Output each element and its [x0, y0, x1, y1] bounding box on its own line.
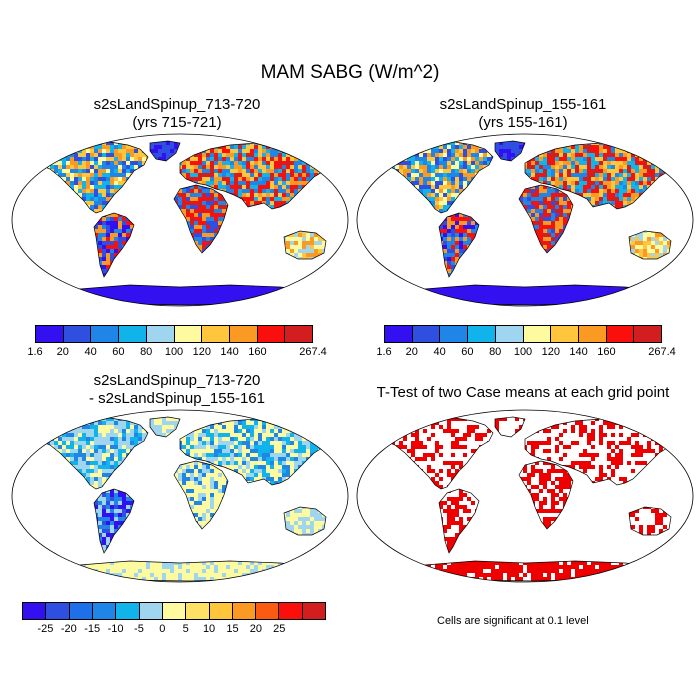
colorbar-swatch — [70, 603, 93, 619]
colorbar-swatch — [140, 603, 163, 619]
map-case1 — [10, 133, 350, 307]
colorbar-swatch — [258, 326, 286, 342]
colorbar-swatch — [147, 326, 175, 342]
colorbar-tick-label: 160 — [248, 346, 266, 358]
colorbar-diff: -25 -20 -15 -10 -5 0 5 10 15 20 25 — [22, 602, 326, 642]
colorbar-swatch — [186, 603, 209, 619]
panel-title-case1: s2sLandSpinup_713-720 (yrs 715-721) — [22, 96, 332, 132]
colorbar-swatch — [524, 326, 552, 342]
colorbar-swatch — [93, 603, 116, 619]
colorbar-tick-label: 267.4 — [648, 346, 676, 358]
map-ttest — [355, 409, 695, 583]
colorbar-tick-label: -10 — [108, 623, 124, 635]
colorbar-tick-label: 140 — [569, 346, 587, 358]
colorbar-tick-label: 160 — [597, 346, 615, 358]
colorbar-tick-label: 100 — [165, 346, 183, 358]
colorbar-swatch — [285, 326, 312, 342]
colorbar-swatch — [119, 326, 147, 342]
ttest-note: Cells are significant at 0.1 level — [437, 615, 589, 627]
figure-title: MAM SABG (W/m^2) — [0, 62, 700, 84]
colorbar-swatch — [202, 326, 230, 342]
colorbar-swatches — [22, 602, 326, 620]
colorbar-swatch — [175, 326, 203, 342]
colorbar-swatch — [303, 603, 325, 619]
colorbar-swatch — [496, 326, 524, 342]
colorbar-tick-label: 5 — [183, 623, 189, 635]
colorbar-tick-label: -20 — [61, 623, 77, 635]
colorbar-swatch — [634, 326, 661, 342]
colorbar-swatches — [35, 325, 313, 343]
panel-title-case1-line1: s2sLandSpinup_713-720 — [22, 96, 332, 114]
colorbar-tick-label: 0 — [159, 623, 165, 635]
colorbar-tick-label: 80 — [140, 346, 152, 358]
panel-title-diff: s2sLandSpinup_713-720 - s2sLandSpinup_15… — [22, 372, 332, 408]
colorbar-swatch — [210, 603, 233, 619]
colorbar-case1: 1.6 20 40 60 80 100 120 140 160 267.4 — [35, 325, 313, 365]
colorbar-swatch — [579, 326, 607, 342]
colorbar-swatch — [468, 326, 496, 342]
colorbar-tick-label: 40 — [84, 346, 96, 358]
colorbar-tick-label: 120 — [542, 346, 560, 358]
colorbar-case2: 1.6 20 40 60 80 100 120 140 160 267.4 — [384, 325, 662, 365]
colorbar-tick-label: 80 — [489, 346, 501, 358]
colorbar-swatch — [233, 603, 256, 619]
colorbar-tick-label: 120 — [193, 346, 211, 358]
colorbar-swatch — [413, 326, 441, 342]
colorbar-swatch — [230, 326, 258, 342]
colorbar-swatch — [64, 326, 92, 342]
panel-title-case2-line2: (yrs 155-161) — [368, 114, 678, 132]
panel-title-diff-line1: s2sLandSpinup_713-720 — [22, 372, 332, 390]
map-case2 — [355, 133, 695, 307]
panel-title-diff-line2: - s2sLandSpinup_155-161 — [22, 390, 332, 408]
colorbar-tick-label: 15 — [226, 623, 238, 635]
colorbar-tick-label: 1.6 — [27, 346, 42, 358]
colorbar-tick-label: -25 — [37, 623, 53, 635]
colorbar-swatch — [163, 603, 186, 619]
map-diff — [10, 409, 350, 583]
colorbar-tick-label: 20 — [406, 346, 418, 358]
colorbar-swatches — [384, 325, 662, 343]
panel-title-ttest-line1: T-Test of two Case means at each grid po… — [358, 384, 688, 402]
colorbar-tick-label: 40 — [433, 346, 445, 358]
colorbar-swatch — [385, 326, 413, 342]
colorbar-swatch — [256, 603, 279, 619]
colorbar-tick-label: 267.4 — [299, 346, 327, 358]
colorbar-tick-label: 10 — [203, 623, 215, 635]
colorbar-swatch — [440, 326, 468, 342]
colorbar-tick-label: 60 — [112, 346, 124, 358]
panel-title-case2: s2sLandSpinup_155-161 (yrs 155-161) — [368, 96, 678, 132]
colorbar-swatch — [91, 326, 119, 342]
colorbar-swatch — [23, 603, 46, 619]
colorbar-swatch — [116, 603, 139, 619]
colorbar-tick-label: 140 — [220, 346, 238, 358]
colorbar-tick-label: 100 — [514, 346, 532, 358]
colorbar-tick-label: -5 — [134, 623, 144, 635]
colorbar-tick-label: 20 — [57, 346, 69, 358]
panel-title-ttest: T-Test of two Case means at each grid po… — [358, 384, 688, 402]
colorbar-swatch — [279, 603, 302, 619]
colorbar-tick-label: -15 — [84, 623, 100, 635]
colorbar-swatch — [551, 326, 579, 342]
colorbar-swatch — [607, 326, 635, 342]
colorbar-swatch — [36, 326, 64, 342]
panel-title-case1-line2: (yrs 715-721) — [22, 114, 332, 132]
panel-title-case2-line1: s2sLandSpinup_155-161 — [368, 96, 678, 114]
colorbar-tick-label: 20 — [250, 623, 262, 635]
colorbar-swatch — [46, 603, 69, 619]
colorbar-tick-label: 60 — [461, 346, 473, 358]
colorbar-tick-label: 25 — [273, 623, 285, 635]
colorbar-tick-label: 1.6 — [376, 346, 391, 358]
